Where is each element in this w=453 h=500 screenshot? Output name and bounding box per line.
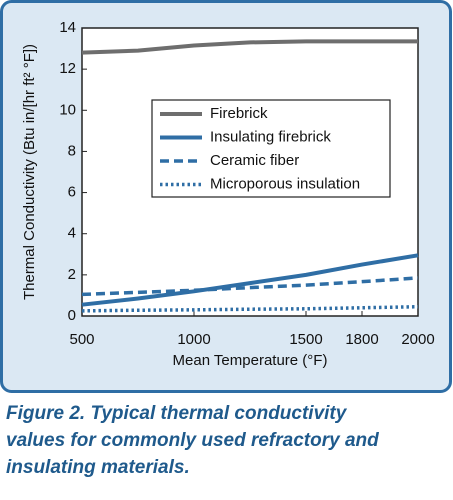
legend: Firebrick Insulating firebrick Ceramic fib…: [151, 99, 391, 198]
y-tick-label: 0: [68, 307, 76, 324]
y-tick-label: 4: [68, 225, 76, 242]
y-axis-label: Thermal Conductivity (Btu in/[hr ft² °F]…: [21, 44, 38, 300]
x-tick-label: 1800: [345, 331, 378, 348]
y-tick-label: 8: [68, 142, 76, 159]
y-tick-label: 6: [68, 184, 76, 201]
y-tick-label: 14: [59, 19, 76, 36]
caption-line: values for commonly used refractory and: [6, 430, 379, 451]
x-tick-label: 1000: [177, 331, 210, 348]
legend-label: Insulating firebrick: [210, 128, 331, 145]
x-axis-label: Mean Temperature (°F): [173, 352, 328, 369]
legend-label: Ceramic fiber: [210, 152, 299, 169]
x-tick-label: 1500: [289, 331, 322, 348]
y-tick-label: 10: [59, 101, 76, 118]
series-line: [81, 39, 418, 55]
caption: Figure 2. Typical thermal conductivity va…: [6, 400, 451, 481]
x-tick-label: 500: [69, 331, 94, 348]
series-line: [81, 253, 419, 307]
series-line: [81, 304, 419, 313]
caption-line: insulating materials.: [6, 457, 190, 478]
y-tick-label: 2: [68, 266, 76, 283]
chart: Mean Temperature (°F) Thermal Conductivi…: [0, 0, 452, 393]
legend-label: Firebrick: [210, 105, 268, 122]
caption-line: Figure 2. Typical thermal conductivity: [6, 403, 347, 424]
x-tick-label: 2000: [401, 331, 434, 348]
series-line: [81, 276, 419, 297]
legend-label: Microporous insulation: [210, 175, 360, 192]
y-tick-label: 12: [59, 60, 76, 77]
legend-box: [151, 99, 391, 198]
